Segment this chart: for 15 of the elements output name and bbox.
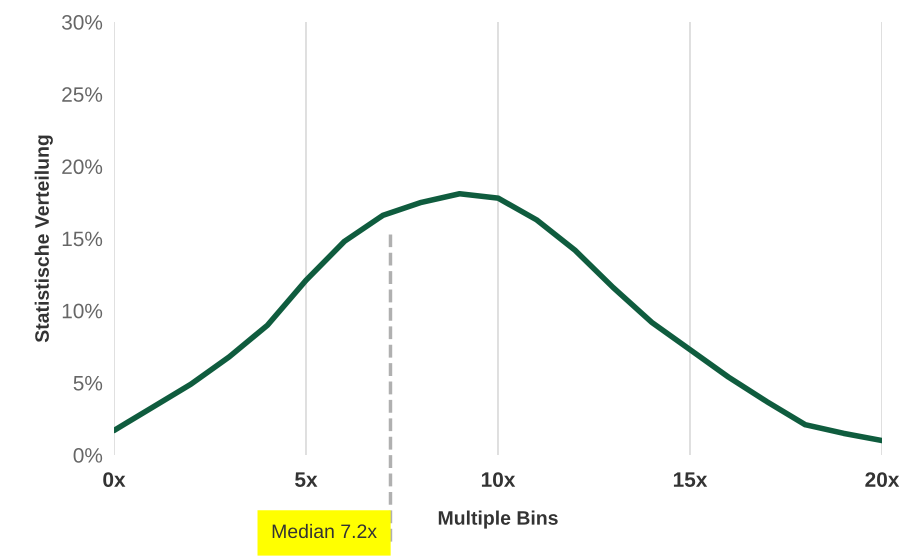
x-tick-label: 15x: [674, 472, 708, 487]
ref-line-label: Median 7.2x: [272, 524, 377, 538]
y-tick-label: 30%: [62, 15, 102, 30]
y-tick-label: 10%: [62, 304, 102, 318]
x-tick-label: 20x: [865, 472, 900, 487]
x-tick-label: 0x: [103, 472, 126, 487]
y-tick-label: 20%: [62, 159, 102, 174]
y-axis-title: Statistische Verteilung: [34, 136, 53, 342]
x-axis-title: Multiple Bins: [438, 510, 558, 529]
y-tick-label: 25%: [62, 87, 102, 102]
y-tick-label: 15%: [62, 232, 102, 246]
y-tick-label: 0%: [74, 448, 102, 463]
x-tick-label: 5x: [295, 472, 318, 487]
x-tick-label: 10x: [482, 472, 516, 487]
y-tick-label: 5%: [74, 376, 102, 391]
